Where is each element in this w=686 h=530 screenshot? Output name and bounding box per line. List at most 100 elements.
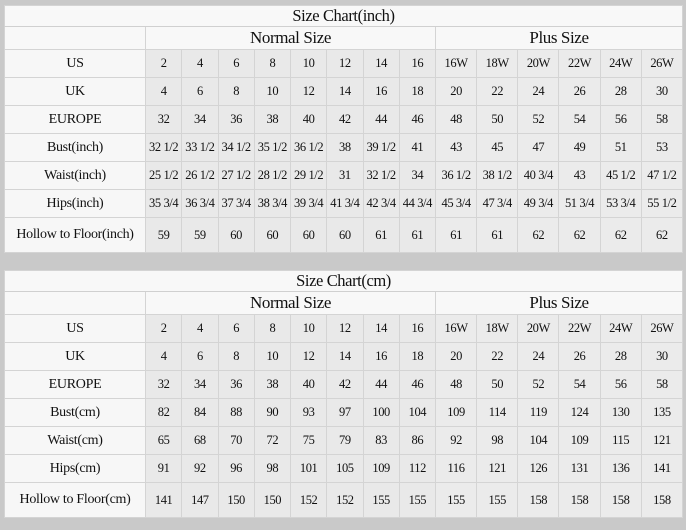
table-cell: 47: [517, 133, 560, 162]
row-label: UK: [4, 342, 146, 371]
table-cell: 34 1/2: [217, 133, 255, 162]
table-cell: 43: [558, 161, 601, 190]
table-cell: 79: [326, 426, 364, 455]
table-cell: 97: [326, 398, 364, 427]
table-cell: 65: [144, 426, 183, 455]
table-cell: 2: [144, 49, 183, 78]
table-cell: 44 3/4: [398, 189, 437, 218]
table-cell: 56: [599, 105, 642, 134]
table-cell: 59: [181, 217, 219, 253]
table-cell: 16: [362, 342, 400, 371]
table-cell: 12: [289, 77, 328, 106]
table-row: Waist(cm) 65 68 70 72 75 79 83 86 92 98 104 109 115 12…: [4, 426, 684, 455]
table-cell: 6: [217, 49, 255, 78]
table-cell: 112: [398, 454, 437, 483]
table-cell: 10: [253, 342, 292, 371]
table-cell: 26: [558, 77, 601, 106]
table-cell: 52: [517, 105, 560, 134]
table-cell: 22W: [558, 49, 601, 78]
table-cell: 8: [253, 49, 292, 78]
table-row: EUROPE 32 34 36 38 40 42 44 46 48 50 52 54 56 58: [4, 105, 684, 134]
row-label: EUROPE: [4, 370, 146, 399]
table-cell: 37 3/4: [217, 189, 255, 218]
row-label: US: [4, 314, 146, 343]
table-cell: 14: [362, 49, 400, 78]
table-cell: 131: [558, 454, 601, 483]
table-cell: 42: [326, 105, 364, 134]
table-cell: 101: [289, 454, 328, 483]
table-cell: 158: [517, 482, 560, 518]
chart-title: Size Chart(inch): [4, 5, 683, 27]
table-cell: 38: [253, 370, 292, 399]
table-cell: 92: [434, 426, 478, 455]
table-cell: 10: [253, 77, 292, 106]
table-cell: 16: [398, 49, 437, 78]
table-cell: 53 3/4: [599, 189, 642, 218]
table-cell: 16W: [434, 49, 478, 78]
table-cell: 38 1/2: [476, 161, 519, 190]
table-cell: 72: [253, 426, 292, 455]
table-cell: 158: [599, 482, 642, 518]
table-cell: 42: [326, 370, 364, 399]
table-cell: 33 1/2: [181, 133, 219, 162]
table-cell: 32 1/2: [362, 161, 400, 190]
table-cell: 54: [558, 105, 601, 134]
table-cell: 4: [181, 314, 219, 343]
table-cell: 141: [144, 482, 183, 518]
table-cell: 41: [398, 133, 437, 162]
table-cell: 36: [217, 370, 255, 399]
table-cell: 135: [640, 398, 684, 427]
header-blank-cell: [4, 26, 146, 50]
table-cell: 12: [289, 342, 328, 371]
table-cell: 26 1/2: [181, 161, 219, 190]
table-cell: 51 3/4: [558, 189, 601, 218]
table-cell: 14: [326, 342, 364, 371]
table-cell: 147: [181, 482, 219, 518]
table-row: Hips(cm) 91 92 96 98 101 105 109 112 116 121 126 131…: [4, 454, 684, 483]
table-cell: 150: [253, 482, 292, 518]
row-label: Hips(cm): [4, 454, 146, 483]
table-cell: 52: [517, 370, 560, 399]
table-cell: 91: [144, 454, 183, 483]
table-cell: 62: [558, 217, 601, 253]
table-cell: 68: [181, 426, 219, 455]
table-cell: 158: [640, 482, 684, 518]
table-cell: 61: [362, 217, 400, 253]
table-cell: 75: [289, 426, 328, 455]
table-cell: 16: [362, 77, 400, 106]
table-cell: 45 3/4: [434, 189, 478, 218]
size-chart-cm: Size Chart(cm) Normal Size Plus Size US 2 4 6 8…: [3, 270, 684, 518]
table-cell: 6: [181, 342, 219, 371]
table-cell: 55 1/2: [640, 189, 684, 218]
table-cell: 47 1/2: [640, 161, 684, 190]
table-cell: 86: [398, 426, 437, 455]
table-cell: 20W: [517, 314, 560, 343]
row-label: Bust(inch): [4, 133, 146, 162]
table-cell: 109: [558, 426, 601, 455]
table-cell: 49: [558, 133, 601, 162]
table-cell: 61: [434, 217, 478, 253]
table-cell: 26: [558, 342, 601, 371]
group-header-normal-size: Normal Size: [145, 291, 436, 315]
table-cell: 24: [517, 342, 560, 371]
table-cell: 46: [398, 370, 437, 399]
table-cell: 60: [289, 217, 328, 253]
table-cell: 10: [289, 314, 328, 343]
table-cell: 155: [434, 482, 478, 518]
row-label: Hollow to Floor(inch): [4, 217, 146, 253]
table-cell: 29 1/2: [289, 161, 328, 190]
table-cell: 115: [599, 426, 642, 455]
table-cell: 8: [217, 77, 255, 106]
table-cell: 32: [144, 105, 183, 134]
group-header-normal-size: Normal Size: [145, 26, 436, 50]
table-cell: 30: [640, 342, 684, 371]
table-cell: 82: [144, 398, 183, 427]
group-header-plus-size: Plus Size: [434, 291, 684, 315]
table-cell: 4: [181, 49, 219, 78]
table-cell: 121: [476, 454, 519, 483]
table-cell: 121: [640, 426, 684, 455]
table-cell: 83: [362, 426, 400, 455]
table-cell: 150: [217, 482, 255, 518]
table-row: UK 4 6 8 10 12 14 16 18 20 22 24 26 28 30: [4, 342, 684, 371]
table-cell: 155: [398, 482, 437, 518]
